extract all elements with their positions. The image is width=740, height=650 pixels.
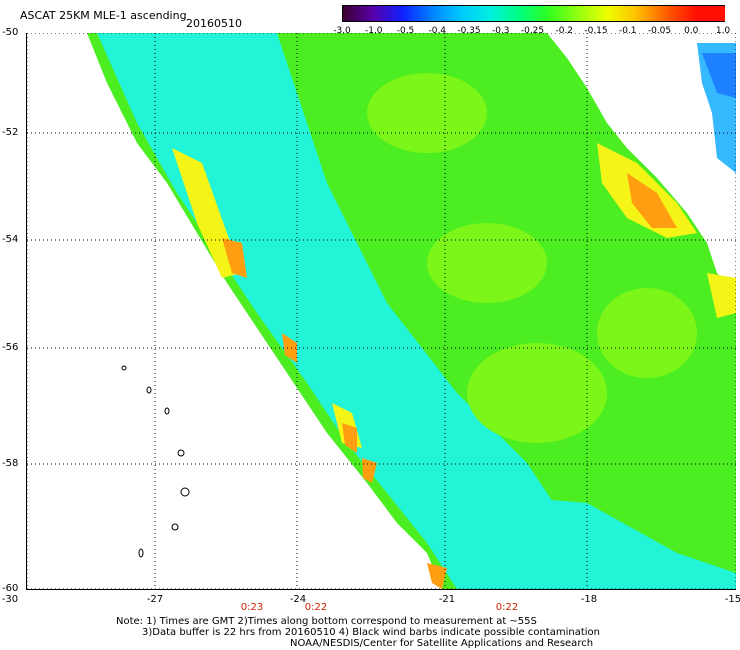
footer-note-2: 3)Data buffer is 22 hrs from 20160510 4)… bbox=[142, 627, 600, 638]
colorbar-segment bbox=[636, 6, 667, 21]
colorbar-segment bbox=[577, 6, 608, 21]
colorbar-tick-label: -0.25 bbox=[520, 26, 545, 36]
colorbar-segment bbox=[548, 6, 579, 21]
time-label: 0:22 bbox=[495, 602, 519, 613]
time-label: 0:23 bbox=[240, 602, 264, 613]
lat-label: -52 bbox=[2, 127, 19, 138]
colorbar-tick-label: -0.3 bbox=[491, 26, 510, 36]
island-outline bbox=[121, 365, 127, 371]
colorbar-tick-label: 1.0 bbox=[715, 26, 731, 36]
time-label: 0:22 bbox=[304, 602, 328, 613]
orange-patch bbox=[282, 333, 297, 363]
colorbar-tick-label: -0.1 bbox=[618, 26, 637, 36]
map-plot-area bbox=[26, 32, 737, 590]
lightgreen-patch bbox=[427, 223, 547, 303]
footer-note-1: Note: 1) Times are GMT 2)Times along bot… bbox=[116, 616, 537, 627]
lat-label: -56 bbox=[2, 342, 19, 353]
colorbar-tick-label: -1.0 bbox=[364, 26, 383, 36]
lightgreen-patch bbox=[597, 288, 697, 378]
footer-credit: NOAA/NESDIS/Center for Satellite Applica… bbox=[290, 638, 594, 649]
lightgreen-patch bbox=[367, 73, 487, 153]
colorbar-tick-label: -0.05 bbox=[647, 26, 672, 36]
chart-date: 20160510 bbox=[186, 17, 242, 30]
colorbar-segment bbox=[401, 6, 432, 21]
colorbar-segment bbox=[606, 6, 638, 21]
chart-title: ASCAT 25KM MLE-1 ascending bbox=[20, 9, 187, 22]
lon-label: -21 bbox=[438, 594, 456, 605]
lon-label: -15 bbox=[724, 594, 740, 605]
colorbar-tick-label: -3.0 bbox=[333, 26, 351, 36]
orange-patch bbox=[627, 173, 677, 228]
lat-label: -60 bbox=[2, 583, 19, 594]
colorbar-segment bbox=[430, 6, 462, 21]
orange-patch bbox=[342, 423, 357, 453]
lon-label: -24 bbox=[289, 594, 307, 605]
island-outline bbox=[138, 548, 144, 558]
yellow-patch bbox=[707, 273, 736, 318]
lon-label: -18 bbox=[580, 594, 598, 605]
island-outline bbox=[146, 386, 152, 394]
colorbar-tick-label: -0.4 bbox=[428, 26, 447, 36]
orange-patch bbox=[362, 458, 377, 483]
colorbar-segment bbox=[460, 6, 491, 21]
colorbar-segment bbox=[518, 6, 550, 21]
blue-patch bbox=[702, 53, 736, 98]
lat-label: -50 bbox=[2, 27, 19, 38]
colorbar-segment bbox=[372, 6, 403, 21]
lon-label: -30 bbox=[1, 594, 19, 605]
cyan-band bbox=[97, 33, 587, 589]
colorbar-segment bbox=[665, 6, 696, 21]
colorbar-tick-label: 0.0 bbox=[684, 26, 699, 36]
island-outline bbox=[177, 449, 185, 457]
wind-field-map bbox=[26, 32, 737, 590]
colorbar-tick-label: -0.5 bbox=[396, 26, 415, 36]
colorbar-tick-label: -0.2 bbox=[555, 26, 574, 36]
island-outline bbox=[164, 407, 170, 415]
lightgreen-patch bbox=[467, 343, 607, 443]
colorbar-tick-label: -0.35 bbox=[457, 26, 481, 36]
colorbar bbox=[342, 5, 725, 22]
lat-label: -58 bbox=[2, 458, 19, 469]
colorbar-segment bbox=[489, 6, 520, 21]
island-outline bbox=[180, 487, 190, 497]
colorbar-segment bbox=[694, 6, 725, 21]
orange-patch bbox=[222, 238, 247, 278]
colorbar-segment bbox=[343, 6, 374, 21]
lon-label: -27 bbox=[146, 594, 164, 605]
island-outline bbox=[171, 523, 179, 531]
colorbar-tick-label: -0.15 bbox=[584, 26, 608, 36]
cyan-band-south bbox=[467, 493, 736, 589]
orange-patch bbox=[427, 563, 447, 589]
lat-label: -54 bbox=[2, 234, 19, 245]
